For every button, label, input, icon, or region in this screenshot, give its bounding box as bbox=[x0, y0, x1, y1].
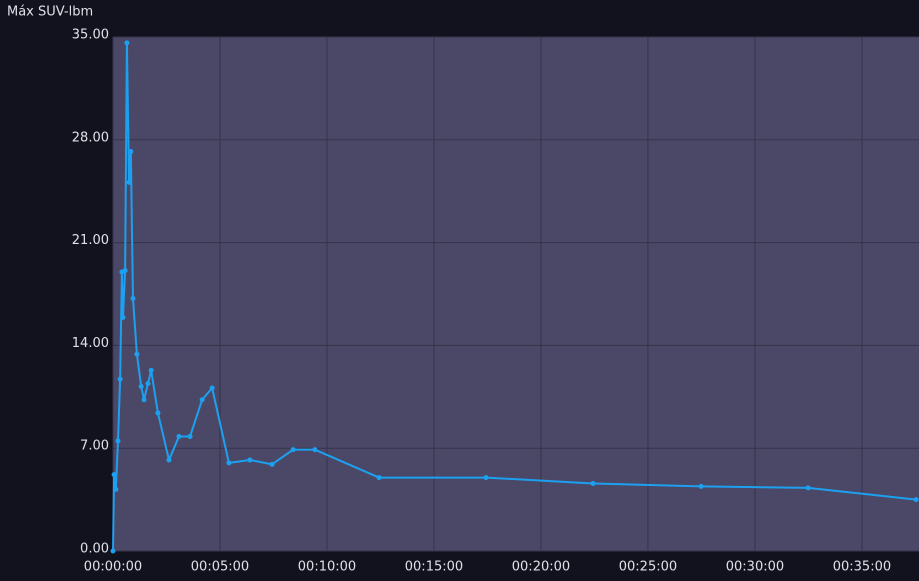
y-tick-label: 28.00 bbox=[72, 130, 109, 145]
data-point bbox=[698, 483, 704, 489]
data-point bbox=[138, 384, 144, 390]
data-point bbox=[376, 475, 382, 481]
data-point bbox=[209, 385, 215, 391]
data-point bbox=[148, 367, 154, 373]
data-point bbox=[913, 497, 919, 503]
data-point bbox=[805, 485, 811, 491]
x-tick-label: 00:20:00 bbox=[512, 560, 570, 575]
data-point bbox=[269, 461, 275, 467]
y-tick-label: 14.00 bbox=[72, 336, 109, 351]
data-point bbox=[117, 376, 123, 382]
data-point bbox=[122, 268, 128, 274]
data-point bbox=[247, 457, 253, 463]
series-line bbox=[112, 41, 917, 552]
data-point bbox=[155, 410, 161, 416]
data-point bbox=[290, 447, 296, 453]
data-point bbox=[110, 548, 116, 554]
x-tick-label: 00:25:00 bbox=[619, 560, 677, 575]
x-tick-label: 00:35:00 bbox=[833, 560, 891, 575]
data-point bbox=[199, 397, 205, 403]
data-point bbox=[141, 397, 147, 403]
data-point bbox=[124, 40, 130, 46]
data-point bbox=[111, 472, 117, 478]
data-point bbox=[187, 433, 193, 439]
y-tick-label: 21.00 bbox=[72, 233, 109, 248]
data-point bbox=[134, 351, 140, 357]
data-point bbox=[128, 149, 134, 155]
y-tick-label: 7.00 bbox=[80, 439, 109, 454]
data-point bbox=[166, 457, 172, 463]
data-point bbox=[312, 447, 318, 453]
y-tick-label: 0.00 bbox=[80, 542, 109, 557]
x-tick-label: 00:15:00 bbox=[405, 560, 463, 575]
data-point bbox=[120, 314, 126, 320]
data-point bbox=[145, 381, 151, 387]
data-point bbox=[130, 295, 136, 301]
data-point bbox=[483, 475, 489, 481]
x-tick-label: 00:30:00 bbox=[726, 560, 784, 575]
data-point bbox=[590, 480, 596, 486]
data-point bbox=[113, 486, 119, 492]
x-tick-label: 00:10:00 bbox=[298, 560, 356, 575]
x-tick-label: 00:00:00 bbox=[84, 560, 142, 575]
data-point bbox=[115, 438, 121, 444]
plot-area bbox=[113, 37, 919, 551]
y-tick-label: 35.00 bbox=[72, 28, 109, 43]
data-point bbox=[126, 179, 132, 185]
data-point bbox=[226, 460, 232, 466]
data-point bbox=[176, 433, 182, 439]
chart-title: Máx SUV-lbm bbox=[7, 5, 93, 20]
x-tick-label: 00:05:00 bbox=[191, 560, 249, 575]
